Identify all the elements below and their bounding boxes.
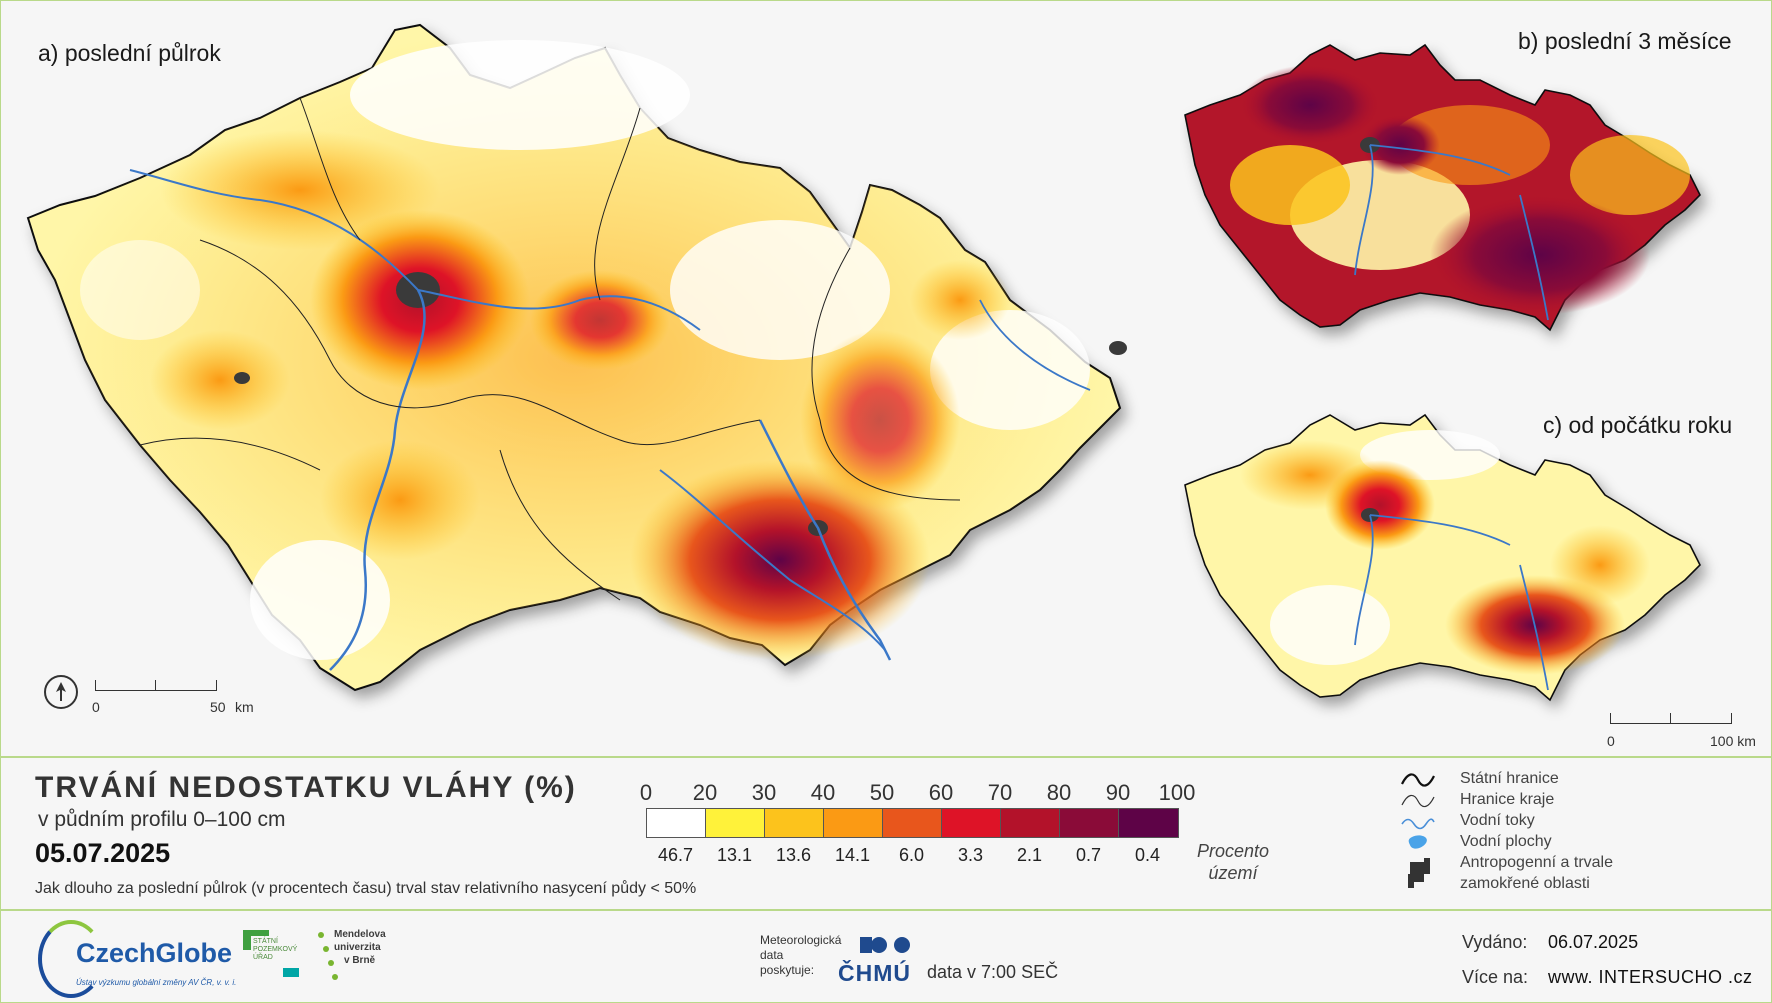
percent-area-value: 2.1 [1016, 845, 1043, 865]
percent-area-value: 3.3 [957, 845, 984, 865]
spu-logo[interactable]: STÁTNÍ POZEMKOVÝ ÚŘAD [243, 930, 303, 980]
percent-label-line-1: Procento [1197, 841, 1270, 861]
map-date: 05.07.2025 [35, 838, 171, 868]
map-subtitle: v půdním profilu 0–100 cm [38, 808, 286, 831]
percent-area-value: 46.7 [657, 845, 694, 865]
percent-area-value: 13.6 [775, 845, 812, 865]
scalebar-a-end: 50 [210, 699, 226, 715]
percent-area-value: 6.0 [898, 845, 925, 865]
percent-area-value: 0.7 [1075, 845, 1102, 865]
czechglobe-logo[interactable]: CzechGlobe Ústav výzkumu globální změny … [38, 916, 248, 998]
scale-tick: 20 [692, 780, 718, 805]
scalebar-c: 0 100 km [1607, 713, 1760, 753]
scalebar-c-start: 0 [1607, 733, 1615, 749]
panel-c-label: c) od počátku roku [1543, 412, 1733, 438]
scalebar-a-unit: km [235, 699, 254, 715]
map-area: a) poslední půlrok b) poslední 3 měsíce … [26, 23, 1760, 753]
percent-area-value: 13.1 [716, 845, 753, 865]
met-data-label: Meteorologická data poskytuje: [760, 933, 842, 977]
scale-swatch [647, 809, 706, 837]
scale-tick: 50 [869, 780, 895, 805]
map-a [26, 23, 1127, 692]
state-border-icon [1401, 773, 1435, 787]
percent-area-row: 46.7 13.1 13.6 14.1 6.0 3.3 2.1 0.7 0.4 [646, 845, 1177, 866]
map-title: TRVÁNÍ NEDOSTATKU VLÁHY (%) [35, 771, 577, 804]
czechglobe-name: CzechGlobe [76, 938, 233, 968]
issued-date: 06.07.2025 [1548, 932, 1639, 952]
color-scale-ticks: 0 20 30 40 50 60 70 80 90 100 [640, 780, 1200, 808]
separator-top [0, 756, 1772, 758]
czechglobe-ring-icon [38, 920, 104, 998]
scale-swatch [706, 809, 765, 837]
scale-swatch [1001, 809, 1060, 837]
more-info-label: Více na: [1462, 967, 1529, 987]
percent-label-line-2: území [1208, 863, 1258, 883]
scale-tick: 70 [987, 780, 1013, 805]
region-border-icon [1401, 794, 1435, 808]
separator-bottom [0, 909, 1772, 911]
scale-swatch [1060, 809, 1119, 837]
intersucho-link[interactable]: www. INTERSUCHO .cz [1548, 967, 1753, 987]
panel-b-label: b) poslední 3 měsíce [1518, 28, 1732, 54]
map-description: Jak dlouho za poslední půlrok (v procent… [35, 880, 697, 897]
scale-tick: 90 [1105, 780, 1131, 805]
scale-swatch [824, 809, 883, 837]
scale-swatch [1119, 809, 1178, 837]
map-c [1184, 413, 1701, 702]
scale-tick: 0 [639, 780, 653, 805]
chmu-icon [860, 937, 910, 953]
north-arrow-icon [44, 675, 78, 709]
percent-area-value: 0.4 [1134, 845, 1161, 865]
scale-tick: 80 [1046, 780, 1072, 805]
map-b [1184, 43, 1701, 332]
panel-a-label: a) poslední půlrok [38, 40, 221, 66]
water-body-icon [1408, 835, 1427, 849]
scale-tick: 60 [928, 780, 954, 805]
scalebar-a: 0 50 km [92, 675, 275, 715]
scale-swatch [883, 809, 942, 837]
river-icon [1401, 818, 1435, 830]
anthropogenic-area-icon [1408, 858, 1430, 888]
scale-swatch [942, 809, 1001, 837]
scale-tick: 40 [810, 780, 836, 805]
mendel-university-logo[interactable]: Mendelova univerzita v Brně [318, 928, 386, 980]
data-time: data v 7:00 SEČ [927, 962, 1059, 982]
scale-swatch [765, 809, 824, 837]
issued-label: Vydáno: [1462, 932, 1528, 952]
scale-tick: 30 [751, 780, 777, 805]
chmu-logo[interactable]: ČHMÚ [838, 960, 911, 986]
percent-area-label: Procento území [1197, 840, 1269, 884]
scalebar-a-start: 0 [92, 699, 100, 715]
scalebar-c-end: 100 km [1710, 733, 1756, 749]
scale-tick: 100 [1158, 780, 1196, 805]
percent-area-value: 14.1 [834, 845, 871, 865]
czechglobe-tagline: Ústav výzkumu globální změny AV ČR, v. v… [76, 978, 237, 987]
color-scale-bar [646, 808, 1179, 838]
